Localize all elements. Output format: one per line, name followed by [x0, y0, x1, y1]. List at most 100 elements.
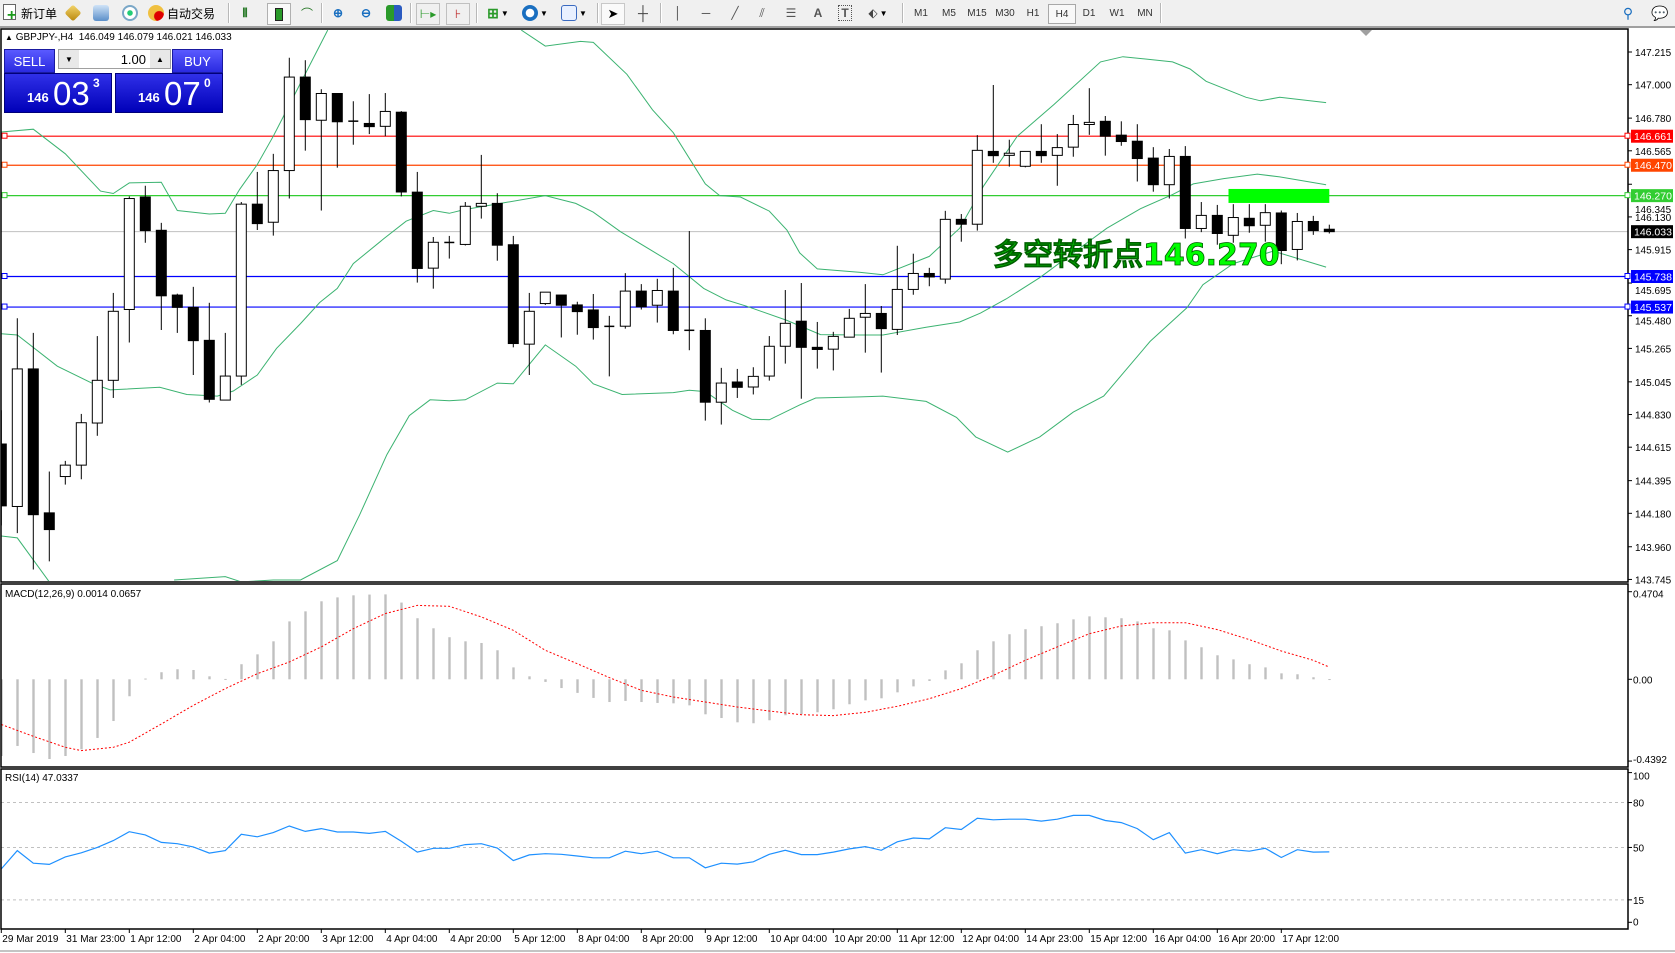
chart-shift-marker[interactable] — [1360, 30, 1372, 36]
periods-button[interactable]: ▼ — [520, 3, 550, 23]
lot-increase-button[interactable]: ▲ — [150, 50, 170, 68]
new-chart-button[interactable]: ⊞ ▼ — [484, 3, 512, 23]
macd-panel[interactable] — [0, 594, 1331, 759]
line-handle[interactable] — [1, 303, 8, 310]
candle — [555, 294, 567, 338]
candle — [1067, 114, 1079, 157]
bollinger-upper-band — [1, 30, 329, 215]
chevron-down-icon: ▼ — [540, 8, 548, 18]
candle — [523, 292, 535, 375]
zoom-out-button[interactable]: ⊖ — [356, 3, 376, 23]
search-button[interactable]: ⚲ — [1618, 3, 1638, 23]
price-line-label-bg — [1631, 158, 1673, 172]
line-handle[interactable] — [1624, 192, 1631, 199]
collapse-arrow-icon[interactable]: ▲ — [5, 33, 13, 42]
autoscroll-button[interactable]: ⊢▸ — [416, 3, 440, 25]
line-handle[interactable] — [1624, 161, 1631, 168]
sell-price-box[interactable]: 146 03 3 — [4, 73, 112, 113]
new-order-button[interactable]: + 新订单 — [2, 3, 57, 24]
price-line-label: 146.270 — [1634, 191, 1672, 203]
arrows-button[interactable]: ⬖ ▼ — [862, 3, 894, 23]
equidistant-channel-button[interactable]: ⫽ — [752, 3, 772, 23]
lot-decrease-button[interactable]: ▼ — [59, 50, 79, 68]
timeframe-m15[interactable]: M15 — [967, 7, 987, 19]
templates-icon — [561, 5, 578, 21]
candle-body-bear — [987, 150, 999, 157]
market-watch-button[interactable] — [63, 3, 83, 23]
candle-body-bear — [1211, 214, 1223, 234]
timeframe-h4[interactable]: H4 — [1048, 4, 1076, 24]
timeframe-w1[interactable]: W1 — [1109, 7, 1125, 19]
price-panel[interactable] — [0, 30, 1628, 582]
macd-histogram-bar — [896, 679, 899, 693]
trendline-button[interactable]: ╱ — [725, 3, 745, 23]
rsi-panel[interactable] — [1, 802, 1628, 901]
candle-body-bear — [955, 218, 967, 225]
sell-price-pips: 03 — [53, 75, 90, 112]
price-axis-label: 144.830 — [1635, 411, 1672, 422]
time-axis-label: 15 Apr 12:00 — [1090, 934, 1147, 945]
candle-body-bear — [507, 244, 519, 345]
time-axis-label: 11 Apr 12:00 — [898, 934, 954, 945]
bar-chart-button[interactable]: ⫴ — [235, 3, 255, 23]
timeframe-mn[interactable]: MN — [1137, 7, 1153, 19]
horizontal-line-button[interactable]: ─ — [696, 3, 716, 23]
buy-price-pips: 07 — [164, 75, 201, 112]
fibonacci-button[interactable]: ☰ — [781, 3, 801, 23]
text-label-button[interactable]: T — [835, 3, 855, 23]
macd-label: MACD(12,26,9) 0.0014 0.0657 — [5, 589, 142, 600]
timeframe-h1[interactable]: H1 — [1026, 7, 1040, 19]
macd-histogram-bar — [1072, 619, 1075, 680]
candle — [475, 154, 487, 219]
templates-button[interactable]: ▼ — [558, 3, 590, 23]
crosshair-button[interactable]: ┼ — [633, 3, 653, 23]
vertical-line-button[interactable]: │ — [668, 3, 688, 23]
line-handle[interactable] — [1, 273, 8, 280]
pivot-annotation[interactable]: 多空转折点146.270 — [993, 238, 1280, 274]
macd-histogram-bar — [1168, 630, 1171, 680]
cursor-button[interactable]: ➤ — [601, 3, 625, 25]
line-handle[interactable] — [1, 132, 8, 139]
line-chart-button[interactable]: ⌒ — [297, 3, 317, 23]
auto-trading-button[interactable]: 自动交易 — [148, 3, 215, 23]
buy-price-box[interactable]: 146 07 0 — [115, 73, 223, 113]
signals-button[interactable] — [120, 3, 140, 23]
line-handle[interactable] — [1624, 303, 1631, 310]
price-axis-label: 144.180 — [1635, 509, 1672, 520]
chart-shift-button[interactable]: ⊦ — [446, 3, 470, 25]
sell-button[interactable]: SELL — [4, 49, 55, 73]
timeframe-d1[interactable]: D1 — [1082, 7, 1096, 19]
chat-button[interactable]: 💬 — [1648, 3, 1672, 23]
candle — [1259, 204, 1271, 242]
lot-size-input[interactable]: 1.00 — [120, 51, 146, 67]
line-handle[interactable] — [1624, 132, 1631, 139]
candle — [123, 196, 135, 343]
lot-size-stepper[interactable]: ▼ 1.00 ▲ — [58, 49, 171, 69]
macd-histogram-bar — [1232, 659, 1235, 680]
time-axis-label: 16 Apr 20:00 — [1218, 934, 1275, 945]
macd-histogram-bar — [1200, 647, 1203, 680]
line-handle[interactable] — [1624, 273, 1631, 280]
timeframe-m1[interactable]: M1 — [914, 7, 928, 19]
buy-button[interactable]: BUY — [172, 49, 223, 73]
price-line-label-bg — [1631, 129, 1673, 143]
zoom-in-button[interactable]: ⊕ — [328, 3, 348, 23]
line-handle[interactable] — [1, 192, 8, 199]
candle-body-bear — [1147, 157, 1159, 186]
tile-windows-button[interactable] — [384, 3, 404, 23]
candlestick-button[interactable] — [267, 3, 291, 25]
pivot-zone-rect[interactable] — [1228, 188, 1330, 203]
timeframe-m30[interactable]: M30 — [995, 7, 1015, 19]
candle-body-bull — [91, 379, 103, 424]
text-button[interactable]: A — [808, 3, 828, 23]
candle-body-bear — [139, 196, 151, 232]
macd-histogram-bar — [176, 669, 179, 680]
macd-histogram-bar — [1056, 623, 1059, 680]
line-handle[interactable] — [1, 161, 8, 168]
rsi-panel-frame — [0, 768, 1629, 930]
navigator-button[interactable] — [91, 3, 111, 23]
candle-body-bull — [283, 76, 295, 172]
candle-body-bull — [235, 203, 247, 377]
timeframe-m5[interactable]: M5 — [942, 7, 956, 19]
